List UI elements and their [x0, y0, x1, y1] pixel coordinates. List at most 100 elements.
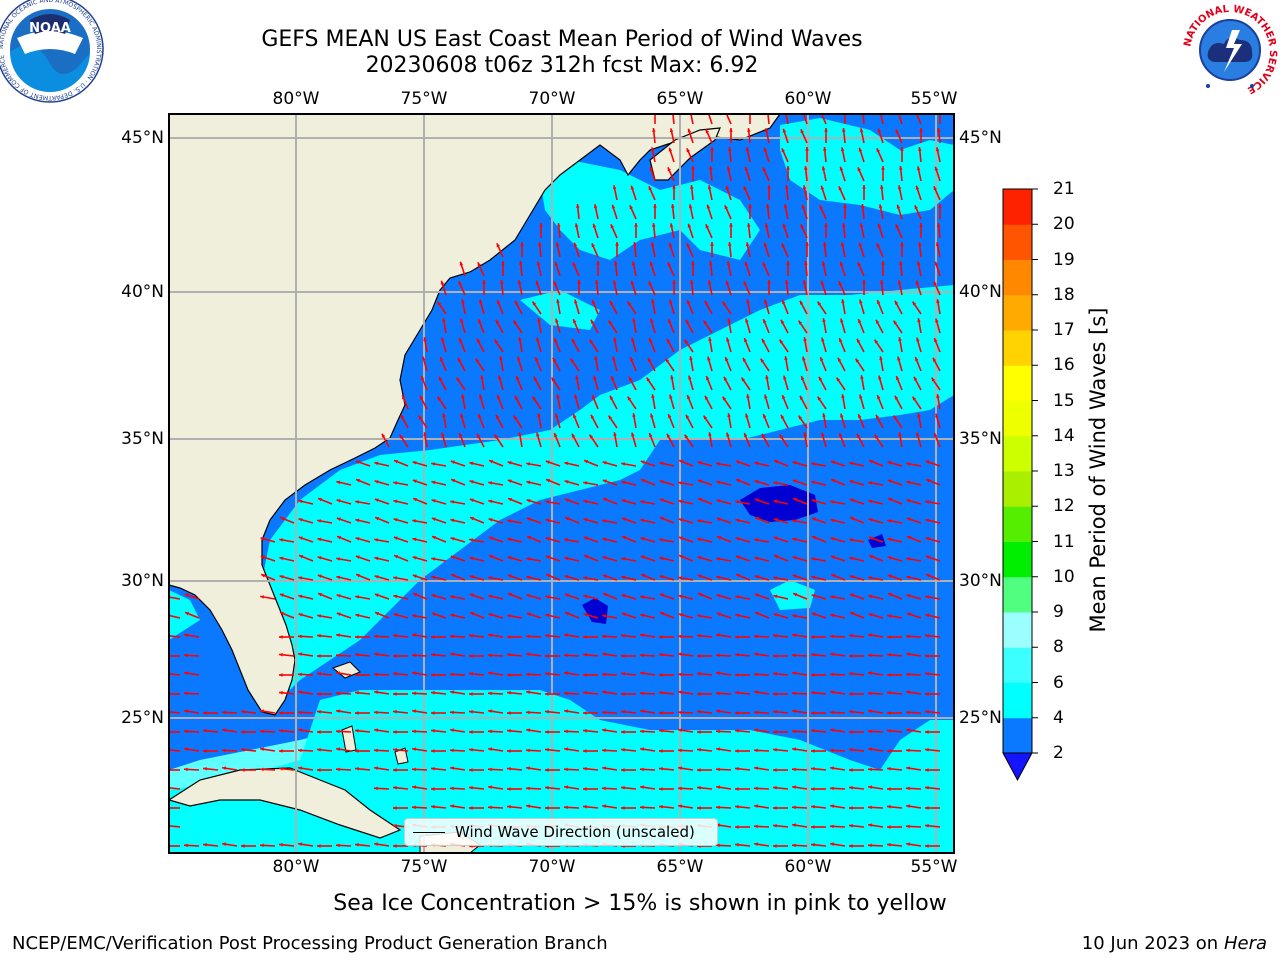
- wind-wave-arrow-head: [279, 593, 284, 597]
- wind-wave-arrow-head: [697, 747, 701, 752]
- wind-wave-arrow-head: [868, 823, 872, 828]
- wind-wave-arrow-head: [498, 375, 502, 380]
- wind-wave-arrow-head: [830, 786, 834, 791]
- wind-wave-arrow-head: [802, 185, 807, 190]
- wind-wave-arrow-head: [647, 357, 652, 362]
- wind-wave-arrow-head: [686, 243, 691, 248]
- wind-wave-arrow-head: [659, 804, 663, 809]
- colorbar-segment: [1003, 612, 1032, 648]
- wind-wave-arrow-head: [393, 709, 397, 714]
- wind-wave-arrow-head: [374, 480, 379, 484]
- wind-wave-arrow-head: [412, 519, 417, 523]
- wind-wave-arrow-head: [820, 185, 825, 190]
- wind-wave-arrow-head: [792, 709, 796, 714]
- wind-wave-arrow-head: [470, 612, 475, 616]
- wind-wave-arrow-head: [824, 223, 828, 227]
- wind-wave-arrow-head: [912, 301, 917, 306]
- wind-wave-arrow-head: [698, 593, 703, 597]
- wind-wave-arrow-head: [876, 148, 881, 153]
- wind-wave-arrow-head: [574, 299, 578, 304]
- wind-wave-arrow-head: [857, 262, 862, 267]
- colorbar-segment: [1003, 224, 1032, 260]
- wind-wave-arrow-head: [877, 223, 882, 228]
- wind-wave-arrow-head: [621, 709, 625, 714]
- wind-wave-arrow-head: [841, 394, 845, 399]
- wind-wave-arrow-head: [898, 432, 902, 437]
- wind-wave-arrow-head: [575, 204, 580, 208]
- wind-wave-arrow-head: [773, 613, 778, 617]
- wind-wave-arrow-head: [744, 261, 749, 266]
- wind-wave-arrow-head: [687, 128, 692, 133]
- wind-wave-arrow-head: [716, 767, 720, 772]
- wind-wave-arrow-head: [830, 595, 835, 599]
- wind-wave-arrow-head: [516, 376, 520, 381]
- wind-wave-arrow-head: [355, 555, 360, 559]
- wind-wave-arrow-head: [761, 433, 766, 438]
- wind-wave-arrow-head: [602, 652, 606, 657]
- wind-wave-arrow-head: [925, 537, 930, 541]
- wind-wave-arrow-head: [708, 261, 713, 265]
- wind-wave-arrow-head: [650, 147, 655, 152]
- wind-wave-arrow-head: [697, 730, 701, 734]
- wind-wave-arrow-head: [710, 147, 714, 151]
- wind-wave-arrow-head: [697, 633, 701, 638]
- wind-wave-arrow-head: [773, 785, 777, 790]
- wind-wave-arrow-head: [830, 518, 835, 523]
- wind-wave-arrow-head: [906, 575, 911, 580]
- wind-wave-arrow-head: [648, 186, 653, 191]
- wind-wave-arrow-head: [298, 536, 303, 540]
- wind-wave-arrow-head: [336, 671, 340, 676]
- wind-wave-arrow-head: [374, 498, 379, 502]
- wind-wave-arrow-head: [841, 223, 846, 227]
- wind-wave-arrow-head: [583, 499, 588, 504]
- wind-wave-arrow-head: [838, 281, 843, 286]
- wind-wave-arrow-head: [887, 635, 891, 639]
- wind-wave-arrow-head: [716, 594, 721, 598]
- wind-wave-arrow-head: [705, 224, 710, 229]
- wind-wave-arrow-head: [507, 537, 512, 542]
- wind-wave-arrow-head: [469, 747, 473, 752]
- wind-wave-arrow-head: [355, 842, 359, 847]
- wind-wave-arrow-head: [894, 395, 899, 400]
- wind-wave-arrow-head: [887, 461, 892, 465]
- wind-wave-arrow-head: [722, 396, 727, 401]
- wind-wave-arrow-head: [438, 376, 443, 381]
- wind-wave-arrow-head: [507, 556, 512, 560]
- wind-wave-arrow-head: [630, 185, 635, 190]
- wind-wave-arrow-head: [840, 413, 844, 418]
- wind-wave-arrow-head: [784, 185, 789, 189]
- wind-wave-arrow-head: [394, 460, 399, 464]
- wind-wave-arrow-head: [830, 748, 834, 753]
- wind-wave-arrow-head: [703, 320, 708, 325]
- wind-wave-arrow-head: [508, 593, 513, 597]
- wind-wave-arrow-head: [917, 242, 922, 246]
- wind-wave-arrow-head: [241, 844, 245, 848]
- map-frame: [168, 113, 955, 854]
- wind-wave-arrow-head: [336, 557, 341, 561]
- wind-wave-arrow-head: [640, 653, 644, 658]
- wind-wave-arrow-head: [773, 709, 777, 714]
- wind-wave-arrow-head: [754, 538, 759, 542]
- wind-wave-arrow-head: [496, 243, 501, 248]
- wind-wave-arrow-head: [507, 787, 511, 791]
- wind-wave-arrow-head: [518, 337, 522, 342]
- wind-wave-arrow-head: [450, 710, 454, 715]
- wind-wave-arrow-head: [583, 690, 587, 695]
- wind-wave-arrow-head: [659, 575, 664, 579]
- wind-wave-arrow-head: [821, 261, 826, 266]
- wind-wave-arrow-head: [442, 318, 446, 323]
- colorbar-tick-label: 2: [1053, 743, 1064, 763]
- wind-wave-arrow-head: [631, 337, 635, 342]
- wind-wave-arrow-head: [602, 672, 606, 677]
- wind-wave-arrow-head: [659, 711, 663, 715]
- lat-label-right-30n: 30°N: [959, 571, 1002, 591]
- lat-label-right-45n: 45°N: [959, 128, 1002, 148]
- wind-wave-arrow-head: [564, 498, 569, 502]
- wind-wave-arrow-head: [393, 594, 398, 599]
- wind-wave-arrow-head: [469, 806, 473, 810]
- wind-wave-arrow-head: [755, 612, 760, 616]
- wind-wave-arrow-head: [745, 413, 749, 418]
- wind-wave-arrow-head: [632, 242, 637, 246]
- wind-wave-arrow-head: [613, 261, 618, 265]
- wind-wave-arrow-head: [781, 148, 786, 153]
